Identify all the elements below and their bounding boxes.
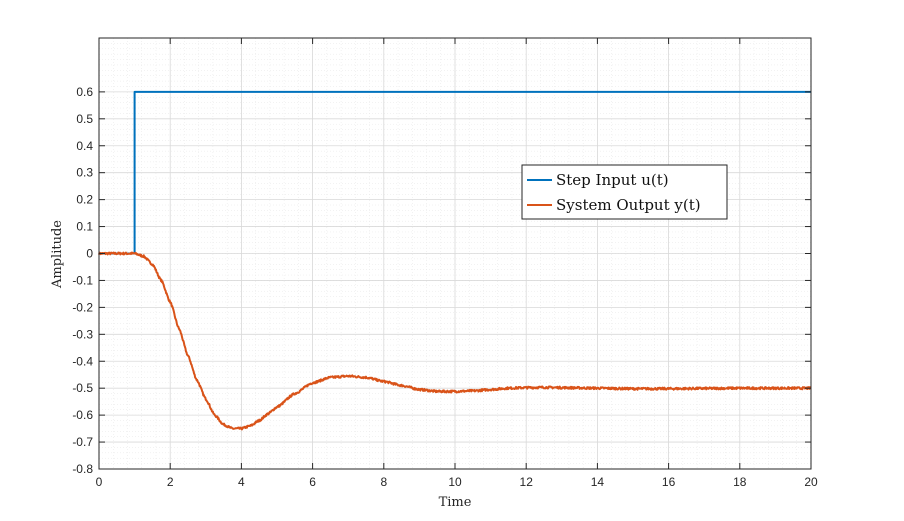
x-tick-label: 0 [96, 475, 103, 489]
x-tick-label: 8 [380, 475, 387, 489]
y-tick-label: -0.4 [72, 354, 93, 368]
x-tick-label: 14 [591, 475, 605, 489]
y-tick-label: 0.1 [76, 220, 93, 234]
x-tick-label: 6 [309, 475, 316, 489]
x-tick-label: 4 [238, 475, 245, 489]
y-tick-label: -0.3 [72, 327, 93, 341]
y-tick-label: 0 [86, 247, 93, 261]
y-tick-label: -0.1 [72, 273, 93, 287]
y-tick-label: 0.3 [76, 166, 93, 180]
legend-label-system-output: System Output y(t) [556, 196, 701, 214]
series-layer [98, 90, 812, 431]
legend: Step Input u(t) System Output y(t) [521, 164, 728, 220]
y-tick-label: 0.4 [76, 139, 93, 153]
y-tick-label: -0.8 [72, 462, 93, 476]
y-tick-label: 0.5 [76, 112, 93, 126]
y-tick-label: 0.6 [76, 85, 93, 99]
tick-labels: 0 2 4 6 8 10 12 14 16 18 20 -0.8 -0.7 -0.6 -0.5 -0.4 -0.… [72, 85, 818, 489]
legend-label-step-input: Step Input u(t) [556, 171, 669, 189]
axis-ticks [98, 38, 812, 470]
legend-box [521, 164, 728, 220]
y-tick-label: -0.6 [72, 408, 93, 422]
series-line-system-output [98, 251, 812, 431]
y-axis-title: Amplitude [50, 220, 65, 289]
y-tick-label: -0.2 [72, 300, 93, 314]
x-tick-label: 12 [520, 475, 534, 489]
x-axis-title: Time [439, 495, 472, 510]
x-tick-label: 10 [448, 475, 462, 489]
y-tick-label: -0.5 [72, 381, 93, 395]
y-tick-label: -0.7 [72, 435, 93, 449]
x-tick-label: 20 [804, 475, 818, 489]
x-tick-label: 16 [662, 475, 676, 489]
x-tick-label: 2 [167, 475, 174, 489]
x-tick-label: 18 [733, 475, 747, 489]
y-tick-label: 0.2 [76, 193, 93, 207]
